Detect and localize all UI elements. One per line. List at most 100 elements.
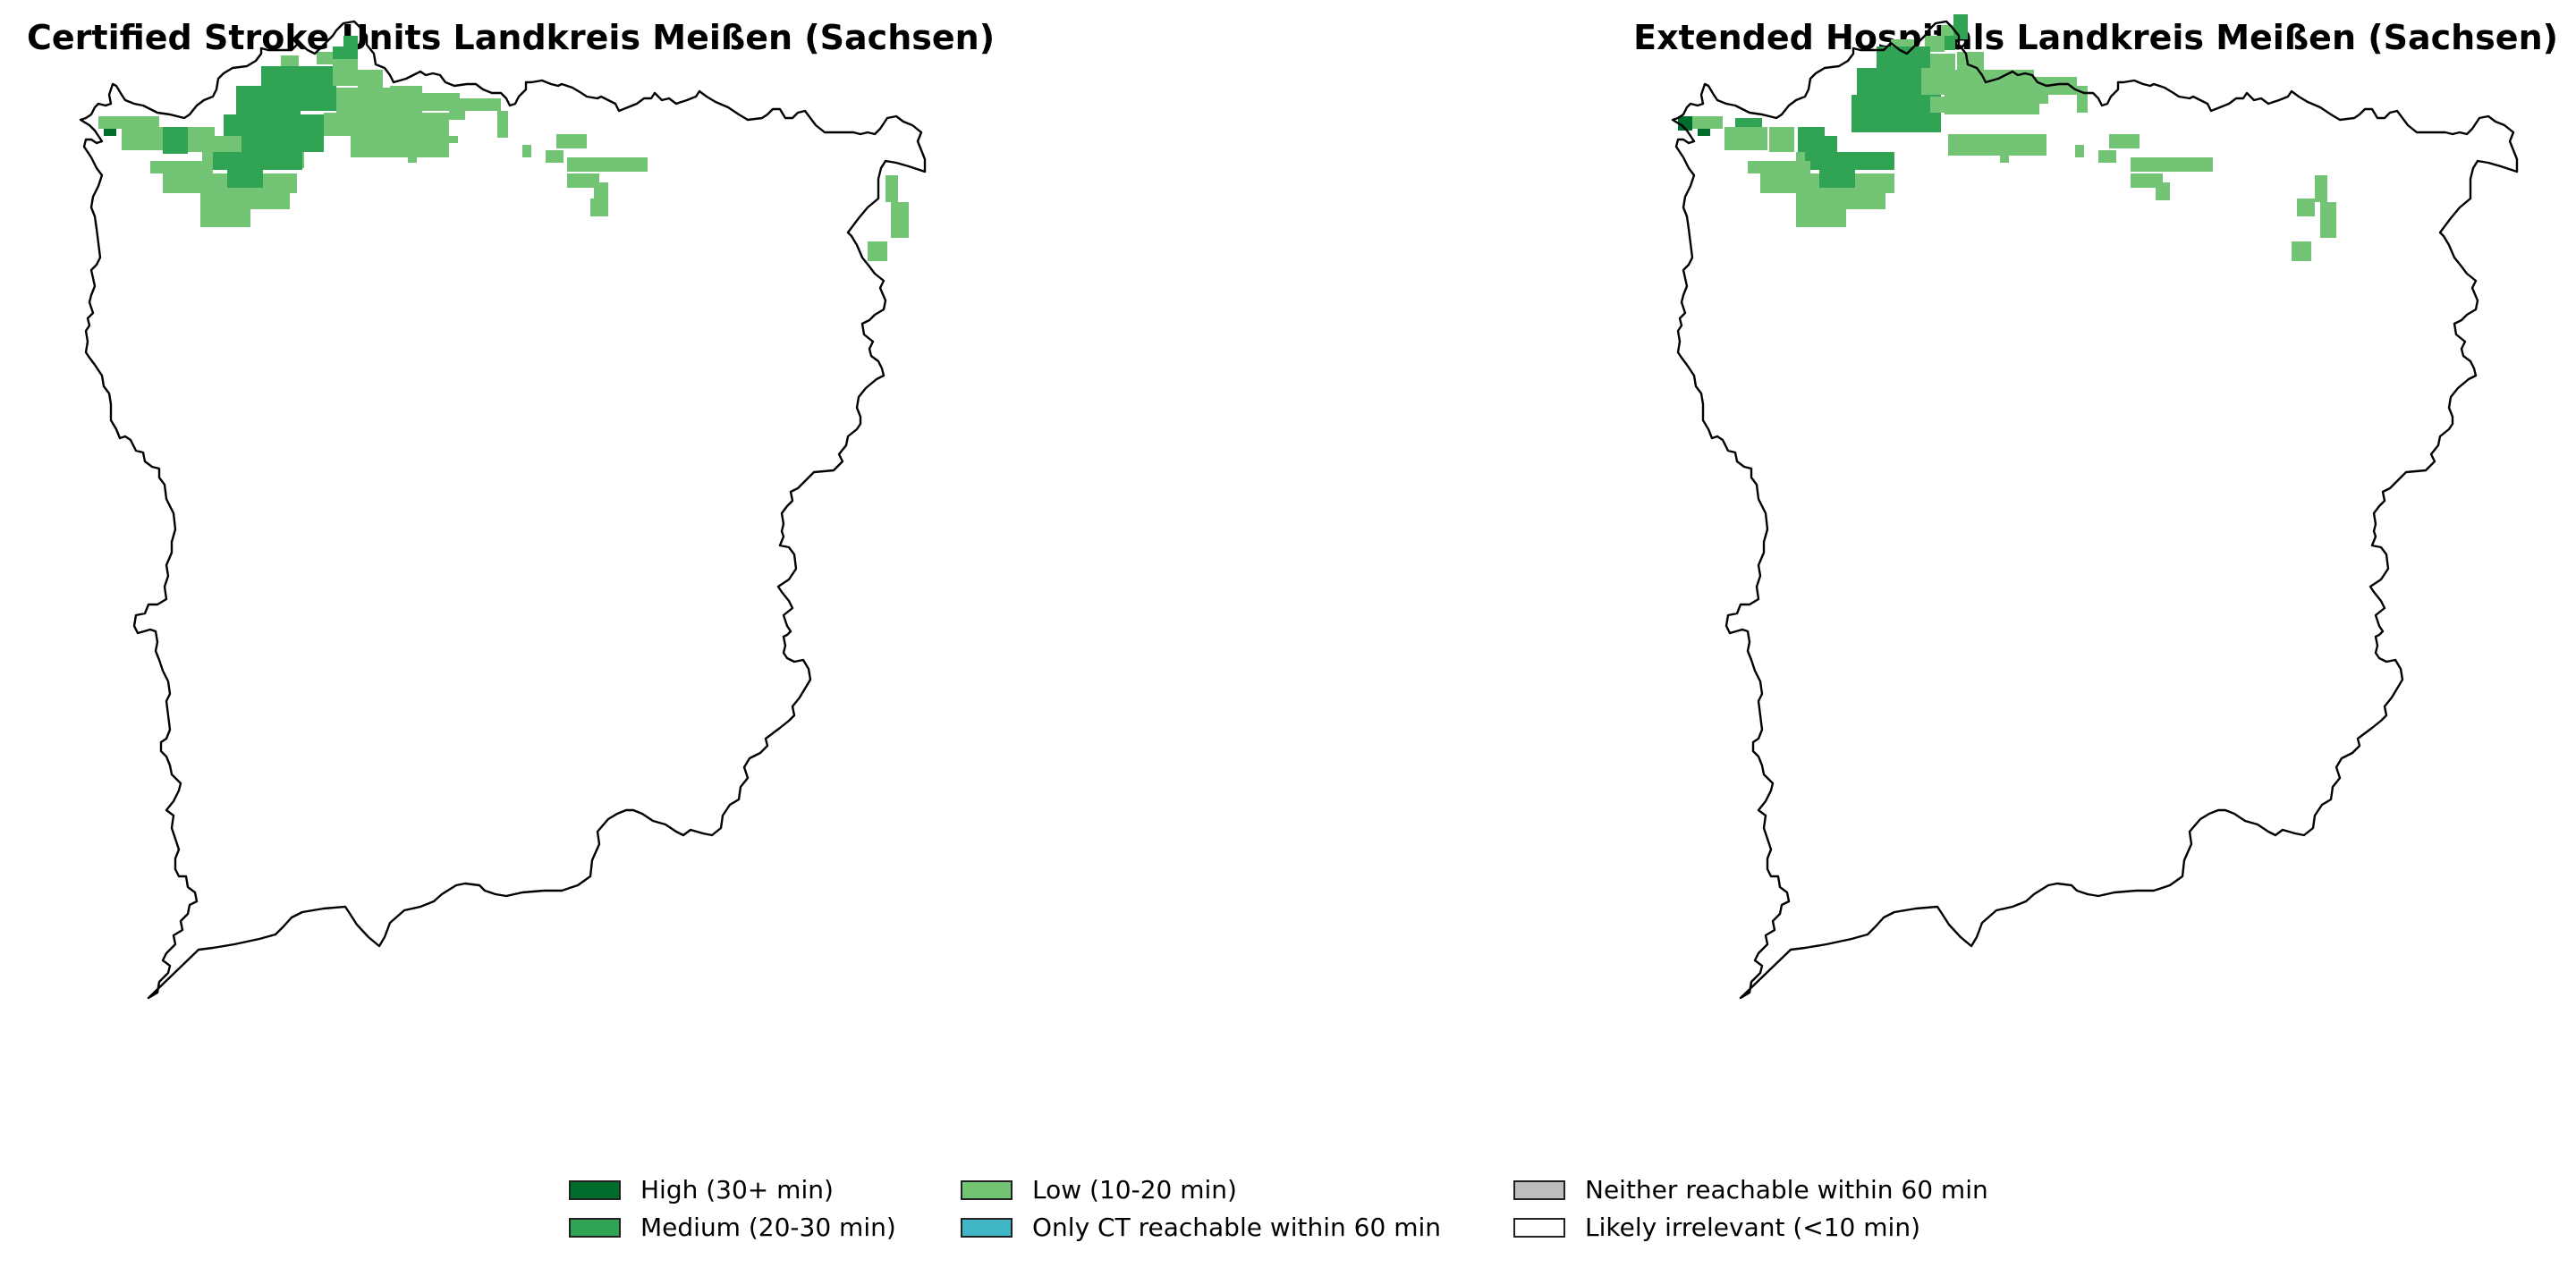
right-map-cell-low [1796, 191, 1885, 209]
right-map-cell-low [1921, 68, 1948, 95]
legend-label-ct-only: Only CT reachable within 60 min [1032, 1213, 1442, 1242]
left-map-cell-medium [236, 86, 301, 114]
right-map-cell-low [1945, 95, 2039, 114]
right-map-cell-high [1678, 116, 1692, 131]
legend-item-ct-only: Only CT reachable within 60 min [961, 1214, 1441, 1241]
legend-swatch-neither [1513, 1180, 1565, 1200]
right-map-cell-low [2131, 173, 2163, 188]
left-map-cell-low [460, 98, 501, 111]
left-map-cell-low [449, 111, 465, 120]
right-map-cell-low [1948, 134, 2046, 156]
right-district-boundary [1671, 20, 2519, 1000]
legend-label-low: Low (10-20 min) [1032, 1175, 1237, 1205]
left-map-cell-low [522, 145, 531, 157]
left-map-cell-low [150, 161, 213, 173]
right-map-cell-low [2109, 134, 2140, 148]
legend-label-irrelevant: Likely irrelevant (<10 min) [1585, 1213, 1920, 1242]
legend-item-low: Low (10-20 min) [961, 1177, 1237, 1204]
left-map-cell-low [886, 175, 898, 202]
right-map-cell-low [1930, 97, 1945, 113]
legend-swatch-ct-only [961, 1218, 1013, 1238]
legend-label-high: High (30+ min) [640, 1175, 834, 1205]
left-map-cell-low [200, 209, 250, 227]
legend-label-medium: Medium (20-30 min) [640, 1213, 896, 1242]
right-map-cell-low [1796, 209, 1846, 227]
left-map-cells [98, 36, 909, 261]
left-map-cell-medium [301, 86, 336, 111]
right-map-cells [1678, 14, 2336, 261]
left-map-title: Certified Stroke Units Landkreis Meißen … [27, 18, 996, 57]
legend-item-medium: Medium (20-30 min) [569, 1214, 896, 1241]
left-map-cell-low [567, 173, 599, 188]
right-map-cell-medium [1852, 95, 1941, 132]
right-map-cell-low [2075, 145, 2084, 157]
left-map-cell-low [497, 111, 508, 138]
left-map-cell-low [200, 191, 290, 209]
left-map-cell-low [546, 150, 564, 163]
right-map-cell-low [2038, 136, 2046, 143]
left-map-cell-low [129, 116, 159, 129]
left-map-cell-medium [301, 66, 333, 88]
right-map-cell-low [1692, 116, 1723, 129]
left-map-cell-low [891, 202, 909, 238]
left-map-cell-low [449, 136, 458, 143]
right-map-cell-low [1957, 52, 1984, 72]
left-map-cell-medium [333, 46, 343, 61]
legend-swatch-low [961, 1180, 1013, 1200]
left-map-cell-low [122, 127, 165, 150]
left-map-cell-low [281, 55, 299, 66]
left-map-cell-high [104, 129, 116, 136]
right-map-cell-medium [1953, 14, 1968, 39]
right-map-cell-low [2032, 95, 2048, 104]
right-map-cell-low [1724, 127, 1767, 150]
right-map-cell-medium [1805, 152, 1894, 170]
right-map-cell-medium [1819, 170, 1855, 188]
right-map-cell-low [1769, 127, 1794, 152]
legend-swatch-irrelevant [1513, 1218, 1565, 1238]
legend: High (30+ min) Medium (20-30 min) Low (1… [569, 1177, 2089, 1248]
right-map-cell-medium [1945, 36, 1955, 50]
left-map-cell-medium [163, 127, 188, 154]
left-map-cell-low [317, 52, 333, 64]
left-map-cell-low [594, 182, 608, 200]
left-map-cell-low [868, 241, 887, 261]
left-map-cell-low [188, 127, 215, 152]
legend-item-irrelevant: Likely irrelevant (<10 min) [1513, 1214, 1920, 1241]
right-map-cell-high [1698, 129, 1710, 136]
right-map-cell-medium [1857, 68, 1921, 95]
legend-label-neither: Neither reachable within 60 min [1585, 1175, 1988, 1205]
left-map-cell-low [349, 113, 449, 136]
right-map-cell-low [2131, 157, 2213, 172]
right-map-cell-low [1748, 161, 1810, 173]
right-map-cell-low [2156, 182, 2170, 200]
left-map-cell-low [98, 116, 129, 129]
right-map [1671, 14, 2519, 1000]
right-map-cell-low [1941, 25, 1953, 38]
left-map-cell-medium [213, 152, 302, 170]
left-map-cell-low [422, 93, 460, 111]
left-map-cell-low [333, 59, 358, 86]
left-map [79, 20, 927, 1000]
right-map-cell-low [2292, 241, 2311, 261]
legend-item-neither: Neither reachable within 60 min [1513, 1177, 1988, 1204]
left-map-cell-medium [343, 36, 358, 61]
right-map-cell-medium [1903, 46, 1930, 70]
left-map-cell-low [590, 199, 608, 216]
right-map-cell-low [2297, 199, 2315, 216]
right-map-cell-low [2315, 175, 2327, 202]
left-map-cell-medium [227, 170, 263, 188]
right-map-cell-low [2098, 150, 2116, 163]
right-map-cell-low [1948, 70, 2002, 95]
right-map-cell-low [2032, 77, 2077, 95]
left-map-cell-low [567, 157, 648, 172]
right-map-cell-low [2320, 202, 2336, 238]
legend-swatch-high [569, 1180, 621, 1200]
left-map-cell-low [351, 136, 449, 157]
left-map-cell-low [324, 113, 349, 136]
left-map-cell-low [336, 88, 390, 113]
left-district-boundary [79, 20, 927, 1000]
left-map-cell-medium [261, 66, 301, 88]
legend-item-high: High (30+ min) [569, 1177, 834, 1204]
legend-swatch-medium [569, 1218, 621, 1238]
left-map-cell-low [390, 86, 422, 113]
